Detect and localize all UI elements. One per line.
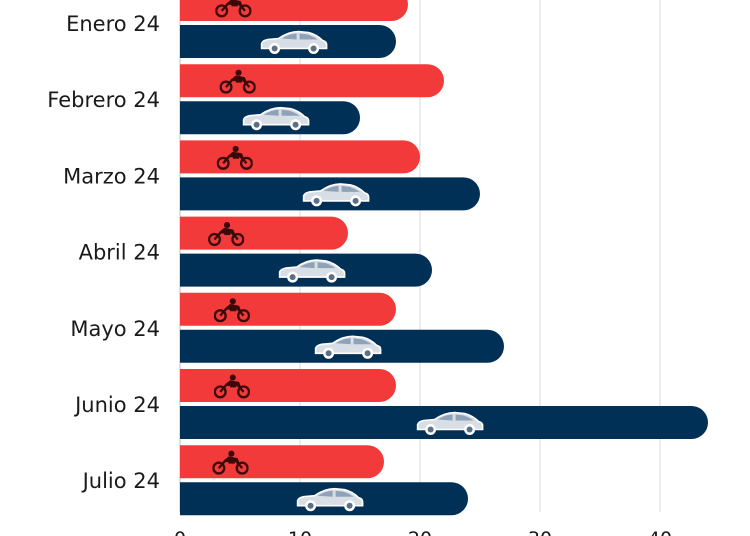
bar: [180, 292, 396, 326]
bar: [180, 140, 420, 174]
category-label: Mayo 24: [70, 317, 160, 341]
bar: [180, 445, 384, 479]
category-label: Abril 24: [79, 241, 160, 265]
bar: [180, 0, 408, 21]
bar: [180, 216, 348, 250]
category-label: Junio 24: [73, 393, 160, 417]
bar: [180, 64, 445, 98]
x-tick-label: 40: [648, 528, 672, 536]
bar: [180, 369, 396, 402]
category-label: Enero 24: [66, 12, 160, 36]
x-tick-label: 30: [528, 528, 552, 536]
category-label: Febrero 24: [47, 88, 160, 112]
x-tick-label: 10: [288, 528, 312, 536]
x-tick-label: 20: [408, 528, 432, 536]
x-tick-label: 0: [174, 528, 186, 536]
category-label: Marzo 24: [63, 164, 160, 188]
category-label: Julio 24: [81, 469, 160, 493]
